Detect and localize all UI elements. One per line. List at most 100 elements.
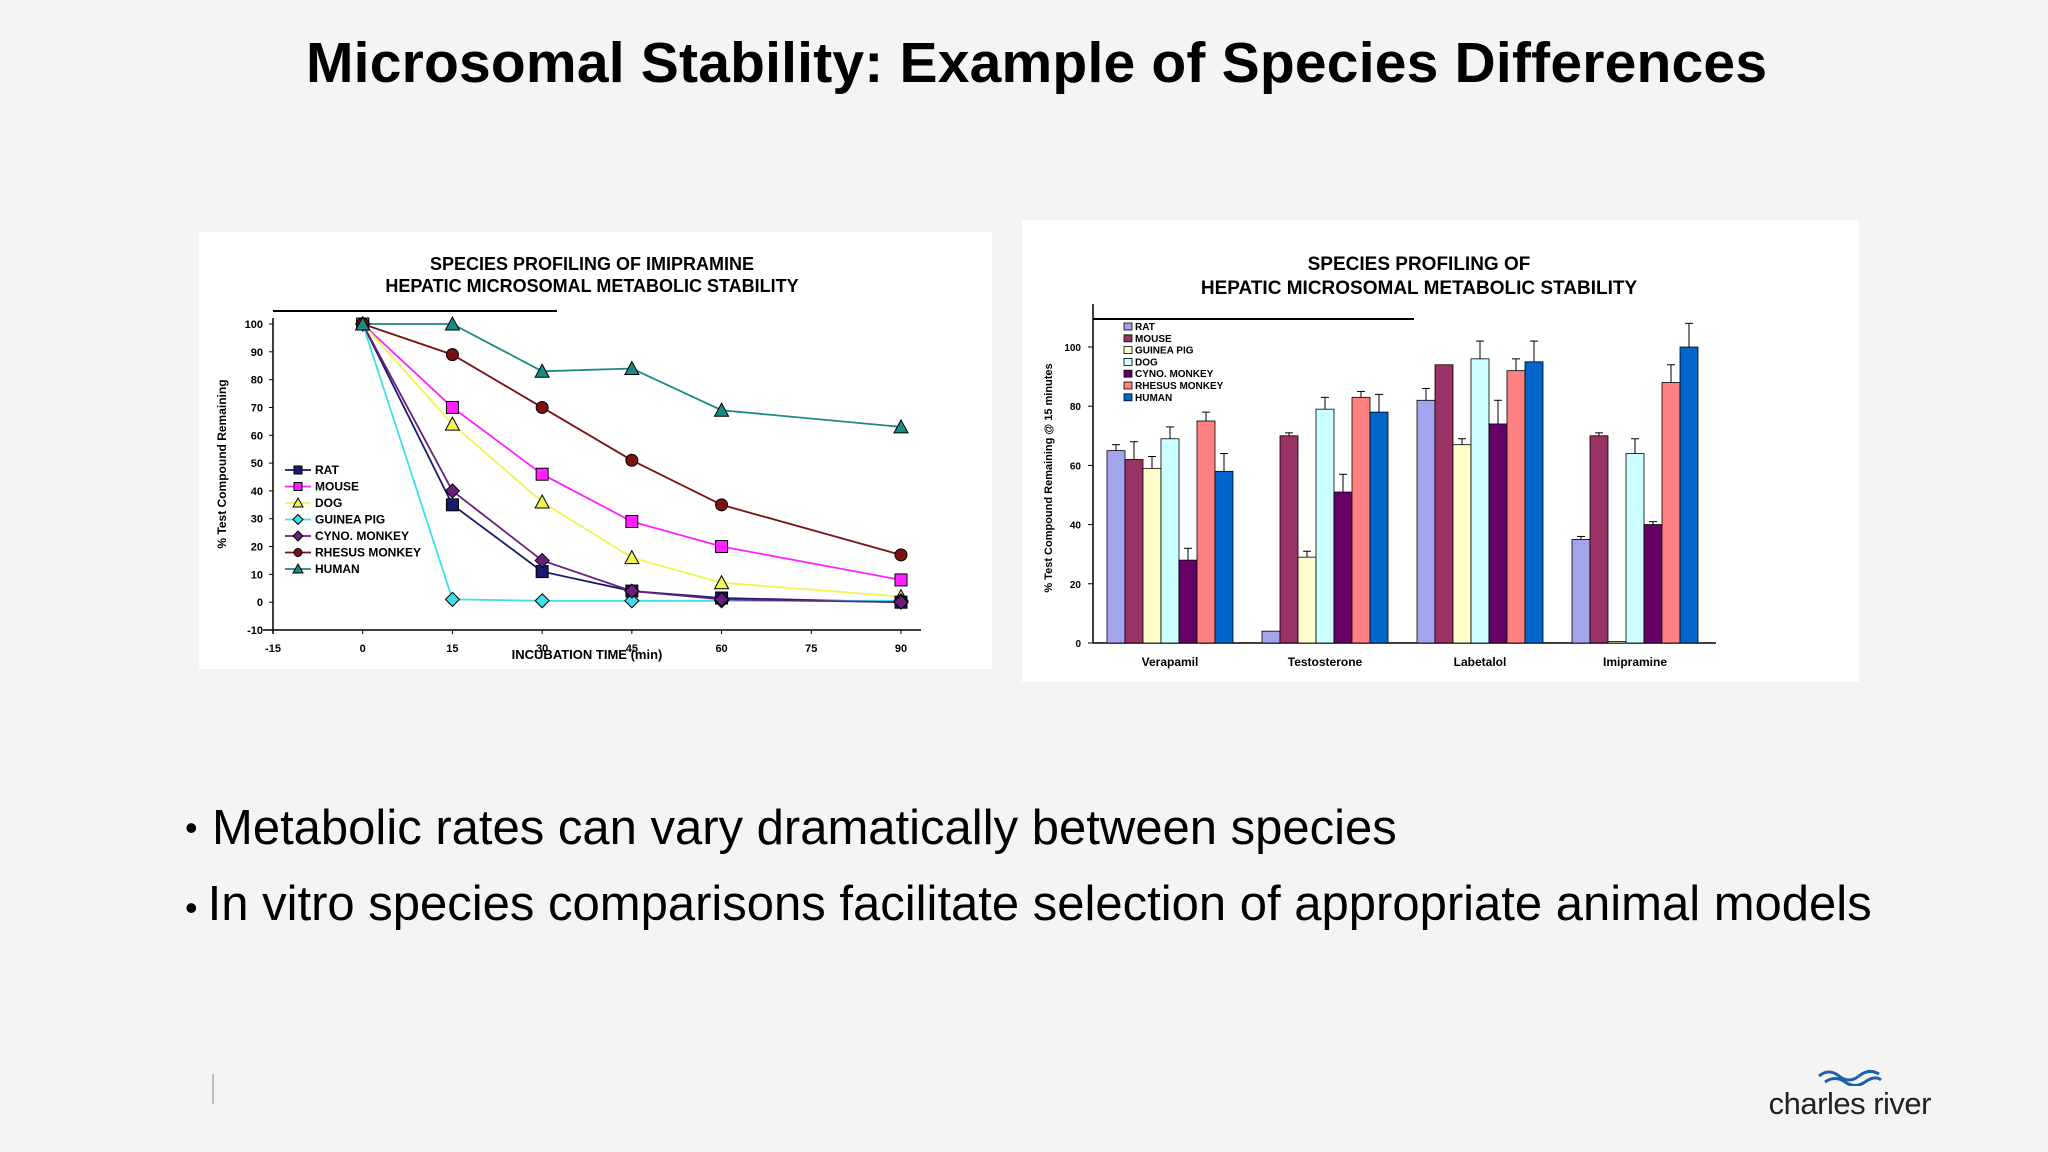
bar-testosterone-human: [1369, 411, 1389, 644]
y-tick-label: 0: [257, 597, 263, 609]
bar-testosterone-rhesus-monkey: [1351, 396, 1371, 644]
bar-labetalol-guinea-pig: [1452, 444, 1472, 644]
bar-verapamil-mouse: [1124, 459, 1144, 644]
bar-verapamil-rat: [1106, 450, 1126, 644]
bullet-item: • Metabolic rates can vary dramatically …: [185, 797, 1885, 859]
legend-marker: [293, 548, 303, 557]
chart-title-line-1: SPECIES PROFILING OF IMIPRAMINE: [430, 254, 754, 274]
chart-title-line-2: HEPATIC MICROSOMAL METABOLIC STABILITY: [1201, 278, 1638, 299]
x-tick-label: 45: [626, 643, 638, 655]
bullet-text: In vitro species comparisons facilitate …: [207, 877, 1872, 931]
data-point-rhesus-monkey: [535, 400, 549, 414]
series-line-dog: [362, 323, 902, 598]
data-point-cyno-monkey: [893, 594, 909, 610]
bullet-text: Metabolic rates can vary dramatically be…: [212, 801, 1397, 855]
bar-testosterone-rat: [1261, 630, 1281, 644]
bar-labetalol-rhesus-monkey: [1506, 370, 1526, 644]
line-chart-panel: SPECIES PROFILING OF IMIPRAMINE HEPATIC …: [199, 232, 992, 669]
data-point-guinea-pig: [624, 593, 640, 609]
data-point-dog: [444, 416, 461, 431]
y-tick-label: 60: [1070, 461, 1082, 472]
data-point-mouse: [894, 573, 908, 587]
legend-label: GUINEA PIG: [1135, 346, 1194, 357]
data-point-human: [534, 363, 550, 378]
data-point-cyno-monkey: [534, 552, 550, 569]
bar-imipramine-human: [1679, 346, 1699, 644]
species-bar-chart: SPECIES PROFILING OF HEPATIC MICROSOMAL …: [1043, 254, 1716, 669]
legend-label: RHESUS MONKEY: [1135, 381, 1224, 392]
series-line-guinea-pig: [361, 323, 901, 602]
data-point-mouse: [445, 400, 459, 414]
footer-divider: [212, 1074, 214, 1104]
data-point-mouse: [625, 515, 639, 529]
legend-label: RAT: [1135, 322, 1155, 333]
y-tick-label: 100: [245, 319, 263, 331]
category-label: Imipramine: [1603, 655, 1667, 669]
legend-swatch: [1123, 322, 1133, 331]
logo-text: charles river: [1768, 1086, 1932, 1121]
imipramine-line-chart: SPECIES PROFILING OF IMIPRAMINE HEPATIC …: [215, 254, 921, 662]
bar-imipramine-rat: [1571, 538, 1591, 644]
series-line-rat: [361, 323, 902, 604]
data-point-cyno-monkey: [713, 591, 730, 608]
bar-labetalol-mouse: [1434, 364, 1454, 644]
bar-chart-panel: SPECIES PROFILING OF HEPATIC MICROSOMAL …: [1022, 220, 1859, 682]
legend-marker: [292, 496, 304, 508]
data-point-human: [444, 315, 461, 331]
y-axis-label: % Test Compound Remaining @ 15 minutes: [1043, 363, 1055, 592]
legend-marker: [292, 562, 304, 574]
bullet-dot: •: [185, 887, 198, 928]
data-point-rhesus-monkey: [445, 348, 459, 362]
x-tick-label: -15: [265, 643, 281, 655]
y-tick-label: 50: [251, 458, 263, 470]
y-tick-label: 70: [251, 402, 263, 414]
legend-label: HUMAN: [315, 562, 360, 576]
bar-labetalol-cyno-monkey: [1488, 423, 1508, 644]
x-tick-label: 30: [536, 643, 548, 655]
line-axes: -10 0 10 20 30 40 50 60 70 80 90 100 -15 0 15 30 45 60 75 9…: [245, 318, 921, 655]
category-label: Testosterone: [1288, 655, 1363, 669]
legend-label: CYNO. MONKEY: [1135, 369, 1214, 380]
y-tick-label: 80: [1070, 402, 1082, 413]
y-tick-label: 20: [1070, 580, 1082, 591]
bar-labetalol-human: [1524, 361, 1544, 644]
data-point-rhesus-monkey: [894, 548, 908, 562]
data-point-mouse: [715, 540, 729, 554]
bar-testosterone-dog: [1315, 408, 1335, 644]
y-tick-label: 40: [1070, 521, 1082, 532]
x-tick-label: 0: [360, 643, 366, 655]
y-axis-label: % Test Compound Remaining: [215, 379, 229, 548]
legend-label: RHESUS MONKEY: [315, 546, 421, 560]
legend-marker: [292, 513, 304, 526]
data-point-human: [624, 360, 640, 376]
y-tick-label: 0: [1075, 639, 1081, 650]
bar-imipramine-guinea-pig: [1607, 641, 1627, 644]
data-point-cyno-monkey: [444, 483, 461, 499]
bullet-dot: •: [185, 807, 198, 848]
data-point-dog: [624, 549, 640, 565]
legend-marker: [293, 465, 303, 475]
legend-label: DOG: [315, 496, 342, 510]
bar-verapamil-rhesus-monkey: [1196, 420, 1216, 644]
legend-label: HUMAN: [1135, 393, 1172, 404]
legend-label: GUINEA PIG: [315, 513, 385, 527]
y-tick-label: -10: [247, 625, 263, 637]
wave-logo-icon: [1817, 1069, 1882, 1086]
bar-verapamil-cyno-monkey: [1178, 559, 1198, 644]
data-point-mouse: [535, 467, 549, 481]
bar-testosterone-mouse: [1279, 435, 1299, 644]
legend-swatch: [1123, 369, 1133, 378]
bar-testosterone-guinea-pig: [1297, 556, 1317, 644]
series-line-cyno-monkey: [361, 323, 902, 604]
legend-label: MOUSE: [1135, 334, 1172, 345]
bar-imipramine-rhesus-monkey: [1661, 382, 1681, 644]
bar-verapamil-human: [1214, 470, 1234, 644]
legend-swatch: [1123, 334, 1133, 343]
x-axis-label: INCUBATION TIME (min): [512, 647, 663, 662]
x-tick-label: 75: [805, 643, 817, 655]
x-tick-label: 60: [715, 643, 727, 655]
x-tick-label: 15: [446, 643, 458, 655]
legend-swatch: [1123, 357, 1133, 366]
bar-verapamil-guinea-pig: [1142, 467, 1162, 644]
y-tick-label: 40: [251, 486, 263, 498]
